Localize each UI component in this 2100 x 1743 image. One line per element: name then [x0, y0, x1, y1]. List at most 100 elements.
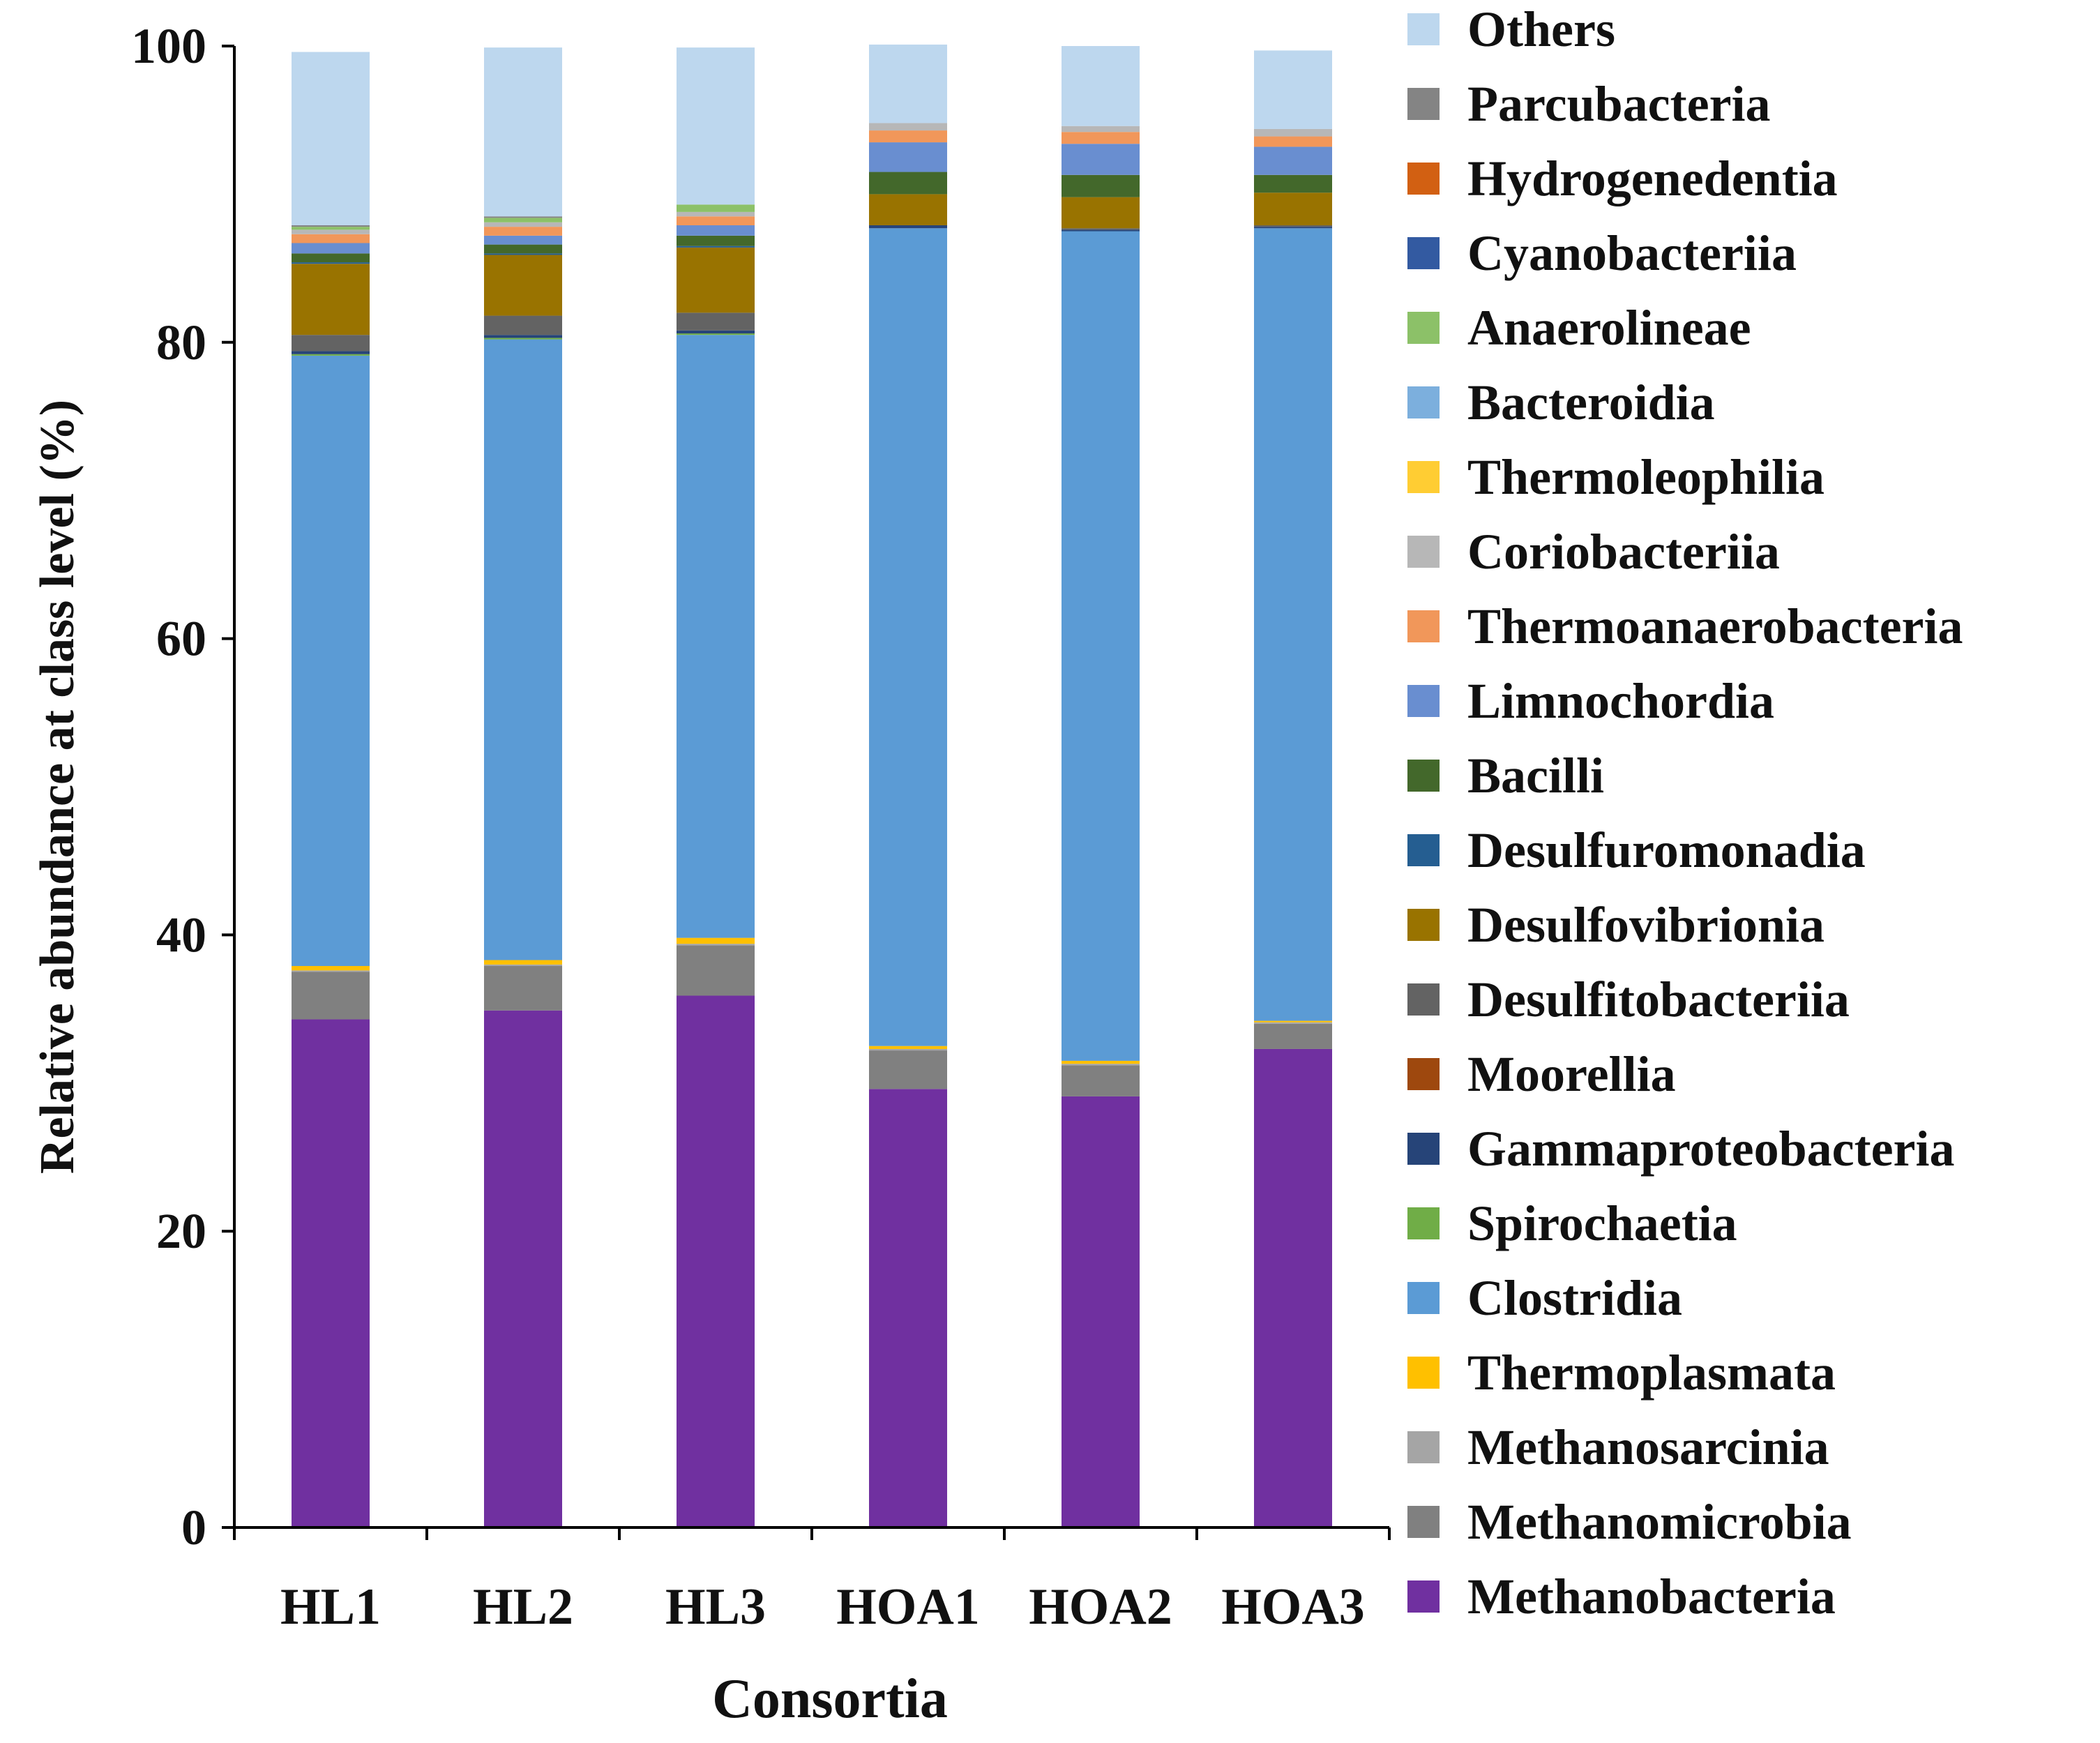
bar-segment-hoa1-limnochordia: [869, 142, 947, 172]
bar-segment-hoa1-clostridia: [869, 228, 947, 1046]
bar-segment-hoa3-methanosarcinia: [1254, 1022, 1332, 1024]
bar-segment-hoa1-desulfovibrionia: [869, 194, 947, 226]
legend-swatch: [1407, 1506, 1440, 1538]
bar-segment-hoa2-desulfovibrionia: [1062, 197, 1140, 229]
legend-label: Others: [1467, 1, 1615, 57]
bar-segment-hoa3-bacilli: [1254, 174, 1332, 193]
legend-label: Limnochordia: [1467, 673, 1774, 729]
bar-segment-hoa3-limnochordia: [1254, 146, 1332, 175]
bar-segment-hl3-anaerolineae: [677, 204, 755, 212]
bar-segment-hl1-bacilli: [292, 253, 370, 263]
bar-segment-hoa2-limnochordia: [1062, 144, 1140, 175]
legend-swatch: [1407, 983, 1440, 1016]
bar-segment-hl1-desulfuromonadia: [292, 262, 370, 264]
bar-segment-hoa1-thermoplasmata: [869, 1046, 947, 1049]
bar-segment-hl1-spirochaetia: [292, 354, 370, 356]
x-tick-label: HOA1: [836, 1578, 980, 1636]
legend-swatch: [1407, 834, 1440, 866]
bar-segment-hoa3-methanobacteria: [1254, 1048, 1332, 1527]
bar-segment-hl2-coriobacteriia: [484, 222, 562, 227]
legend-label: Moorellia: [1467, 1046, 1676, 1102]
x-tick-label: HOA2: [1029, 1578, 1172, 1636]
y-tick-label: 80: [156, 315, 206, 370]
bar-segment-hl2-thermoanaerobacteria: [484, 227, 562, 236]
bar-segment-hl3-others: [677, 47, 755, 205]
legend-label: Coriobacteriia: [1467, 524, 1780, 580]
legend-label: Thermoleophilia: [1467, 449, 1825, 505]
legend-swatch: [1407, 1580, 1440, 1613]
legend-swatch: [1407, 312, 1440, 344]
legend-label: Thermoanaerobacteria: [1467, 598, 1963, 654]
bar-segment-hoa3-others: [1254, 50, 1332, 129]
legend-swatch: [1407, 610, 1440, 642]
bar-segment-hoa1-bacilli: [869, 172, 947, 195]
legend-swatch: [1407, 386, 1440, 418]
bar-segment-hl1-desulfitobacteriia: [292, 335, 370, 352]
bar-segment-hl2-anaerolineae: [484, 218, 562, 222]
legend-swatch: [1407, 163, 1440, 195]
bar-segments: [292, 44, 1332, 1527]
legend-label: Desulfovibrionia: [1467, 897, 1825, 953]
bar-segment-hl2-spirochaetia: [484, 338, 562, 340]
bar-segment-hoa1-others: [869, 44, 947, 123]
bar-segment-hl3-bacilli: [677, 235, 755, 246]
bar-segment-hl1-anaerolineae: [292, 227, 370, 230]
bar-segment-hoa2-methanobacteria: [1062, 1096, 1140, 1527]
bar-segment-hoa1-methanomicrobia: [869, 1050, 947, 1089]
y-tick-label: 60: [156, 611, 206, 667]
y-tick-label: 20: [156, 1203, 206, 1259]
bar-segment-hl2-methanomicrobia: [484, 966, 562, 1011]
bar-segment-hl1-limnochordia: [292, 243, 370, 254]
bar-segment-hoa2-coriobacteriia: [1062, 126, 1140, 133]
legend-label: Cyanobacteriia: [1467, 225, 1797, 281]
bar-segment-hl3-desulfitobacteriia: [677, 312, 755, 331]
x-axis-title: Consortia: [712, 1668, 948, 1730]
bar-segment-hoa1-gammaproteobacteria: [869, 225, 947, 229]
legend-label: Bacteroidia: [1467, 375, 1715, 430]
bar-segment-hl1-methanobacteria: [292, 1019, 370, 1527]
bar-segment-hl3-methanosarcinia: [677, 944, 755, 946]
bar-segment-hoa2-bacilli: [1062, 174, 1140, 197]
bar-segment-hl2-desulfovibrionia: [484, 255, 562, 316]
bar-segment-hoa3-desulfitobacteriia: [1254, 225, 1332, 227]
bar-segment-hoa2-others: [1062, 46, 1140, 126]
bar-segment-hoa3-gammaproteobacteria: [1254, 227, 1332, 229]
bar-segment-hl2-parcubacteria: [484, 216, 562, 218]
x-tick-label: HOA3: [1221, 1578, 1365, 1636]
legend-label: Anaerolineae: [1467, 300, 1751, 356]
bar-segment-hl1-others: [292, 52, 370, 226]
legend-swatch: [1407, 88, 1440, 120]
legend-swatch: [1407, 1058, 1440, 1090]
bar-segment-hoa2-thermoplasmata: [1062, 1060, 1140, 1064]
bar-segment-hoa1-coriobacteriia: [869, 123, 947, 131]
bar-segment-hl1-coriobacteriia: [292, 229, 370, 234]
bar-segment-hoa3-methanomicrobia: [1254, 1023, 1332, 1049]
x-ticks: HL1 HL2 HL3 HOA1 HOA2 HOA3: [233, 1527, 1391, 1636]
bar-segment-hoa3-clostridia: [1254, 228, 1332, 1021]
legend-swatch: [1407, 461, 1440, 493]
legend-label: Desulfuromonadia: [1467, 822, 1866, 878]
bar-segment-hl3-limnochordia: [677, 225, 755, 236]
legend-label: Gammaproteobacteria: [1467, 1121, 1954, 1177]
legend: Others Parcubacteria Hydrogenedentia Cyanob…: [1407, 1, 1963, 1624]
legend-label: Methanosarcinia: [1467, 1419, 1829, 1475]
bar-segment-hoa2-methanomicrobia: [1062, 1065, 1140, 1096]
legend-swatch: [1407, 1133, 1440, 1165]
bar-segment-hoa3-desulfovibrionia: [1254, 193, 1332, 226]
legend-swatch: [1407, 760, 1440, 792]
bar-segment-hl2-bacilli: [484, 244, 562, 254]
y-axis-title: Relative abundance at class level (%): [31, 400, 84, 1174]
legend-label: Parcubacteria: [1467, 76, 1771, 132]
bar-segment-hl2-limnochordia: [484, 235, 562, 245]
bar-segment-hl3-methanomicrobia: [677, 945, 755, 996]
legend-swatch: [1407, 1207, 1440, 1239]
legend-swatch: [1407, 685, 1440, 717]
bar-segment-hl3-desulfovibrionia: [677, 247, 755, 313]
bar-segment-hl3-thermoplasmata: [677, 937, 755, 944]
bar-segment-hoa2-methanosarcinia: [1062, 1064, 1140, 1066]
bar-segment-hl1-clostridia: [292, 355, 370, 967]
bar-segment-hl1-thermoplasmata: [292, 966, 370, 971]
bar-segment-hl2-thermoplasmata: [484, 960, 562, 965]
legend-label: Methanobacteria: [1467, 1569, 1836, 1624]
